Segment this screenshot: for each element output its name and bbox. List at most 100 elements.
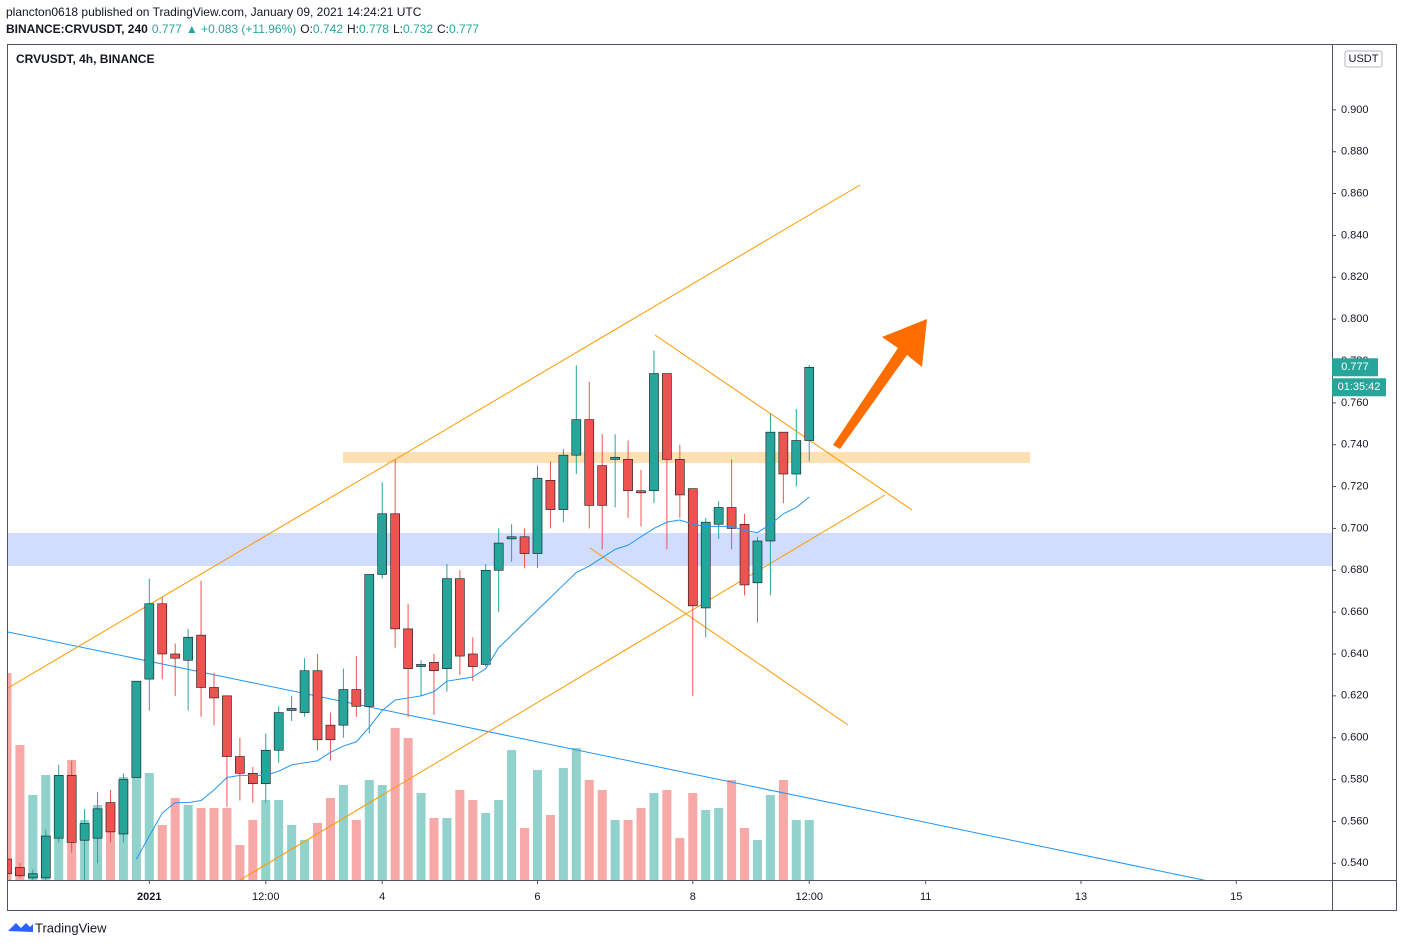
volume-bar	[338, 785, 348, 880]
symbol: BINANCE:CRVUSDT, 240	[6, 22, 148, 36]
candle-body	[157, 603, 168, 655]
candle-body	[53, 775, 64, 839]
candle-body	[209, 687, 219, 699]
volume-bar	[222, 808, 232, 880]
o: 0.742	[312, 22, 343, 36]
volume-bar	[545, 815, 555, 880]
candle-body	[338, 689, 349, 726]
candle-body	[662, 373, 672, 460]
candle-body	[442, 578, 452, 669]
candle-body	[455, 578, 465, 657]
countdown: 01:35:42	[1338, 381, 1381, 393]
volume-bar	[144, 773, 154, 880]
flag-top	[654, 334, 913, 511]
volume-bar	[752, 840, 763, 880]
y-tick-label: 0.760	[1341, 397, 1369, 409]
volume-bar	[494, 800, 504, 880]
last: 0.777	[151, 22, 182, 36]
volume-bar	[287, 825, 297, 880]
y-tick-label: 0.600	[1341, 732, 1369, 744]
frame	[7, 44, 1397, 911]
volume-bar	[623, 820, 633, 880]
candle-body	[584, 419, 595, 506]
volume-bar	[701, 810, 711, 880]
volume-bar	[442, 818, 452, 880]
candle-body	[40, 835, 51, 879]
flag-bottom	[589, 547, 849, 726]
x-tick-label: 15	[1230, 891, 1242, 903]
candle-body	[675, 459, 685, 496]
volume-bar	[364, 780, 374, 880]
volume-bar	[468, 800, 478, 880]
volume-bar	[157, 825, 167, 880]
candle-body	[170, 653, 181, 659]
candle-body	[623, 459, 633, 492]
candle-body	[299, 670, 310, 713]
currency: USDT	[1349, 53, 1379, 65]
volume-bar	[429, 818, 439, 880]
volume-bar	[403, 738, 413, 880]
candle-body	[752, 540, 763, 584]
candle-body	[351, 689, 362, 707]
x-tick-label: 13	[1075, 891, 1087, 903]
y-tick-label: 0.680	[1341, 564, 1369, 576]
volume-bar	[597, 790, 607, 880]
candle-body	[15, 867, 25, 877]
volume-bar	[675, 838, 685, 880]
candle-body	[416, 664, 426, 667]
candle-body	[105, 802, 116, 833]
candle-body	[260, 749, 271, 785]
x-tick-label: 12:00	[795, 891, 823, 903]
candle-body	[429, 662, 439, 672]
y-tick-label: 0.900	[1341, 104, 1369, 116]
volume-bar	[765, 795, 775, 880]
candle-body	[687, 488, 698, 607]
l: 0.732	[402, 22, 434, 36]
x-tick-label: 8	[690, 891, 696, 903]
x-tick-label: 4	[379, 891, 385, 903]
candle-body	[8, 858, 12, 875]
candle-body	[545, 479, 556, 510]
volume-bar	[727, 780, 737, 880]
volume-bar	[377, 785, 387, 880]
candle-body	[28, 873, 38, 879]
y-tick-label: 0.740	[1341, 439, 1369, 451]
volume-bar	[325, 798, 335, 880]
y-tick-label: 0.540	[1341, 857, 1369, 869]
candle-body	[493, 542, 504, 571]
y-tick-label: 0.660	[1341, 606, 1369, 618]
c: 0.777	[449, 22, 480, 36]
volume-bar	[791, 820, 801, 880]
c-label: C:	[437, 22, 450, 36]
volume-bar	[455, 790, 465, 880]
candle-body	[519, 536, 530, 554]
candle-body	[390, 513, 400, 630]
candle-body	[532, 477, 543, 554]
volume-bar	[416, 793, 426, 880]
candle-body	[713, 507, 724, 525]
candle-body	[765, 431, 776, 542]
volume-bar	[261, 800, 271, 880]
volume-bar	[662, 790, 672, 880]
candle-body	[377, 513, 388, 575]
volume-bar	[390, 728, 400, 880]
candle-body	[480, 569, 491, 665]
candle-body	[700, 521, 711, 609]
candle-body	[325, 724, 336, 741]
candle-body	[196, 634, 206, 688]
y-tick-label: 0.860	[1341, 187, 1369, 199]
y-tick-label: 0.840	[1341, 229, 1369, 241]
y-tick-label: 0.800	[1341, 313, 1369, 325]
volume-bar	[558, 768, 568, 880]
volume-bar	[8, 673, 12, 880]
x-tick-label: 12:00	[252, 891, 280, 903]
volume-bar	[649, 793, 659, 880]
change: ▲ +0.083 (+11.96%)	[185, 22, 297, 36]
candle-body	[92, 808, 103, 839]
candle-body	[118, 779, 129, 835]
candle-body	[571, 419, 582, 456]
candle-body	[222, 695, 232, 757]
trend-line	[8, 631, 1206, 880]
